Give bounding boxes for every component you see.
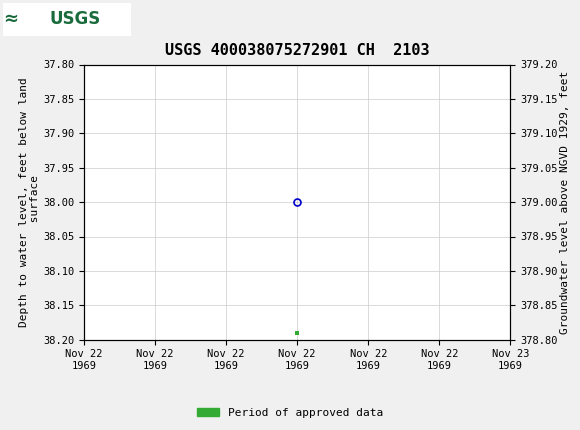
Text: USGS: USGS: [50, 9, 101, 28]
Legend: Period of approved data: Period of approved data: [193, 403, 387, 422]
Y-axis label: Depth to water level, feet below land
 surface: Depth to water level, feet below land su…: [19, 77, 41, 327]
Title: USGS 400038075272901 CH  2103: USGS 400038075272901 CH 2103: [165, 43, 430, 58]
Y-axis label: Groundwater level above NGVD 1929, feet: Groundwater level above NGVD 1929, feet: [560, 71, 570, 334]
Bar: [3, 3, 130, 36]
Text: ≈: ≈: [3, 9, 18, 28]
